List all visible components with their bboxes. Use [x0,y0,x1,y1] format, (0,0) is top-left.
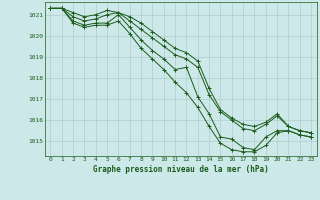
X-axis label: Graphe pression niveau de la mer (hPa): Graphe pression niveau de la mer (hPa) [93,165,269,174]
